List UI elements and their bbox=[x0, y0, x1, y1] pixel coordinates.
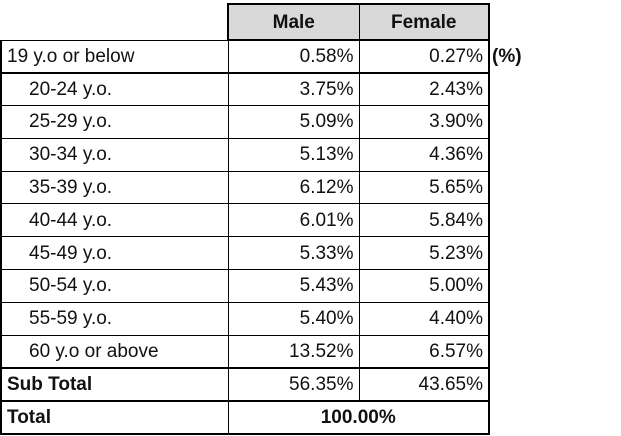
table-row-35-39: 35-39 y.o. 6.12% 5.65% bbox=[0, 170, 490, 205]
female-value-cell: 4.36% bbox=[358, 137, 490, 172]
male-value-cell: 5.09% bbox=[227, 105, 360, 139]
table-row-55-59: 55-59 y.o. 5.40% 4.40% bbox=[0, 301, 490, 336]
age-gender-distribution-table: Male Female 19 y.o or below 0.58% 0.27% … bbox=[0, 3, 490, 435]
female-value-cell: 5.65% bbox=[358, 170, 490, 205]
row-label: 30-34 y.o. bbox=[0, 137, 229, 172]
male-value-cell: 5.43% bbox=[227, 269, 360, 303]
table-row-25-29: 25-29 y.o. 5.09% 3.90% bbox=[0, 105, 490, 139]
subtotal-row: Sub Total 56.35% 43.65% bbox=[0, 367, 490, 402]
column-header-female: Female bbox=[358, 3, 490, 41]
female-value-cell: 2.43% bbox=[358, 72, 490, 107]
male-value-cell: 5.13% bbox=[227, 137, 360, 172]
male-value-cell: 13.52% bbox=[227, 334, 360, 369]
table-row-60-above: 60 y.o or above 13.52% 6.57% bbox=[0, 334, 490, 369]
row-label: 50-54 y.o. bbox=[0, 269, 229, 303]
column-header-male: Male bbox=[227, 3, 360, 41]
female-value-cell: 5.23% bbox=[358, 236, 490, 271]
table-row-19-below: 19 y.o or below 0.58% 0.27% bbox=[0, 39, 490, 74]
percent-unit-note: (%) bbox=[492, 46, 522, 67]
male-value-cell: 3.75% bbox=[227, 72, 360, 107]
male-value-cell: 5.33% bbox=[227, 236, 360, 271]
male-value-cell: 6.01% bbox=[227, 203, 360, 238]
row-label: 45-49 y.o. bbox=[0, 236, 229, 271]
female-value-cell: 6.57% bbox=[358, 334, 490, 369]
row-label: 35-39 y.o. bbox=[0, 170, 229, 205]
total-label: Total bbox=[0, 400, 229, 435]
female-value-cell: 0.27% bbox=[358, 39, 490, 74]
table-row-40-44: 40-44 y.o. 6.01% 5.84% bbox=[0, 203, 490, 238]
subtotal-male-value: 56.35% bbox=[227, 367, 360, 402]
female-value-cell: 5.84% bbox=[358, 203, 490, 238]
table-row-20-24: 20-24 y.o. 3.75% 2.43% bbox=[0, 72, 490, 107]
table-row-45-49: 45-49 y.o. 5.33% 5.23% bbox=[0, 236, 490, 271]
total-row: Total 100.00% bbox=[0, 400, 490, 435]
table-row-30-34: 30-34 y.o. 5.13% 4.36% bbox=[0, 137, 490, 172]
corner-blank-cell bbox=[1, 4, 228, 40]
female-value-cell: 4.40% bbox=[358, 301, 490, 336]
subtotal-female-value: 43.65% bbox=[358, 367, 490, 402]
female-value-cell: 3.90% bbox=[358, 105, 490, 139]
female-value-cell: 5.00% bbox=[358, 269, 490, 303]
male-value-cell: 6.12% bbox=[227, 170, 360, 205]
row-label: 20-24 y.o. bbox=[0, 72, 229, 107]
row-label: 19 y.o or below bbox=[0, 39, 229, 74]
male-value-cell: 0.58% bbox=[227, 39, 360, 74]
row-label: 25-29 y.o. bbox=[0, 105, 229, 139]
header-row: Male Female bbox=[1, 3, 490, 41]
total-value: 100.00% bbox=[227, 400, 490, 435]
table-row-50-54: 50-54 y.o. 5.43% 5.00% bbox=[0, 269, 490, 303]
row-label: 40-44 y.o. bbox=[0, 203, 229, 238]
row-label: 60 y.o or above bbox=[0, 334, 229, 369]
subtotal-label: Sub Total bbox=[0, 367, 229, 402]
row-label: 55-59 y.o. bbox=[0, 301, 229, 336]
male-value-cell: 5.40% bbox=[227, 301, 360, 336]
